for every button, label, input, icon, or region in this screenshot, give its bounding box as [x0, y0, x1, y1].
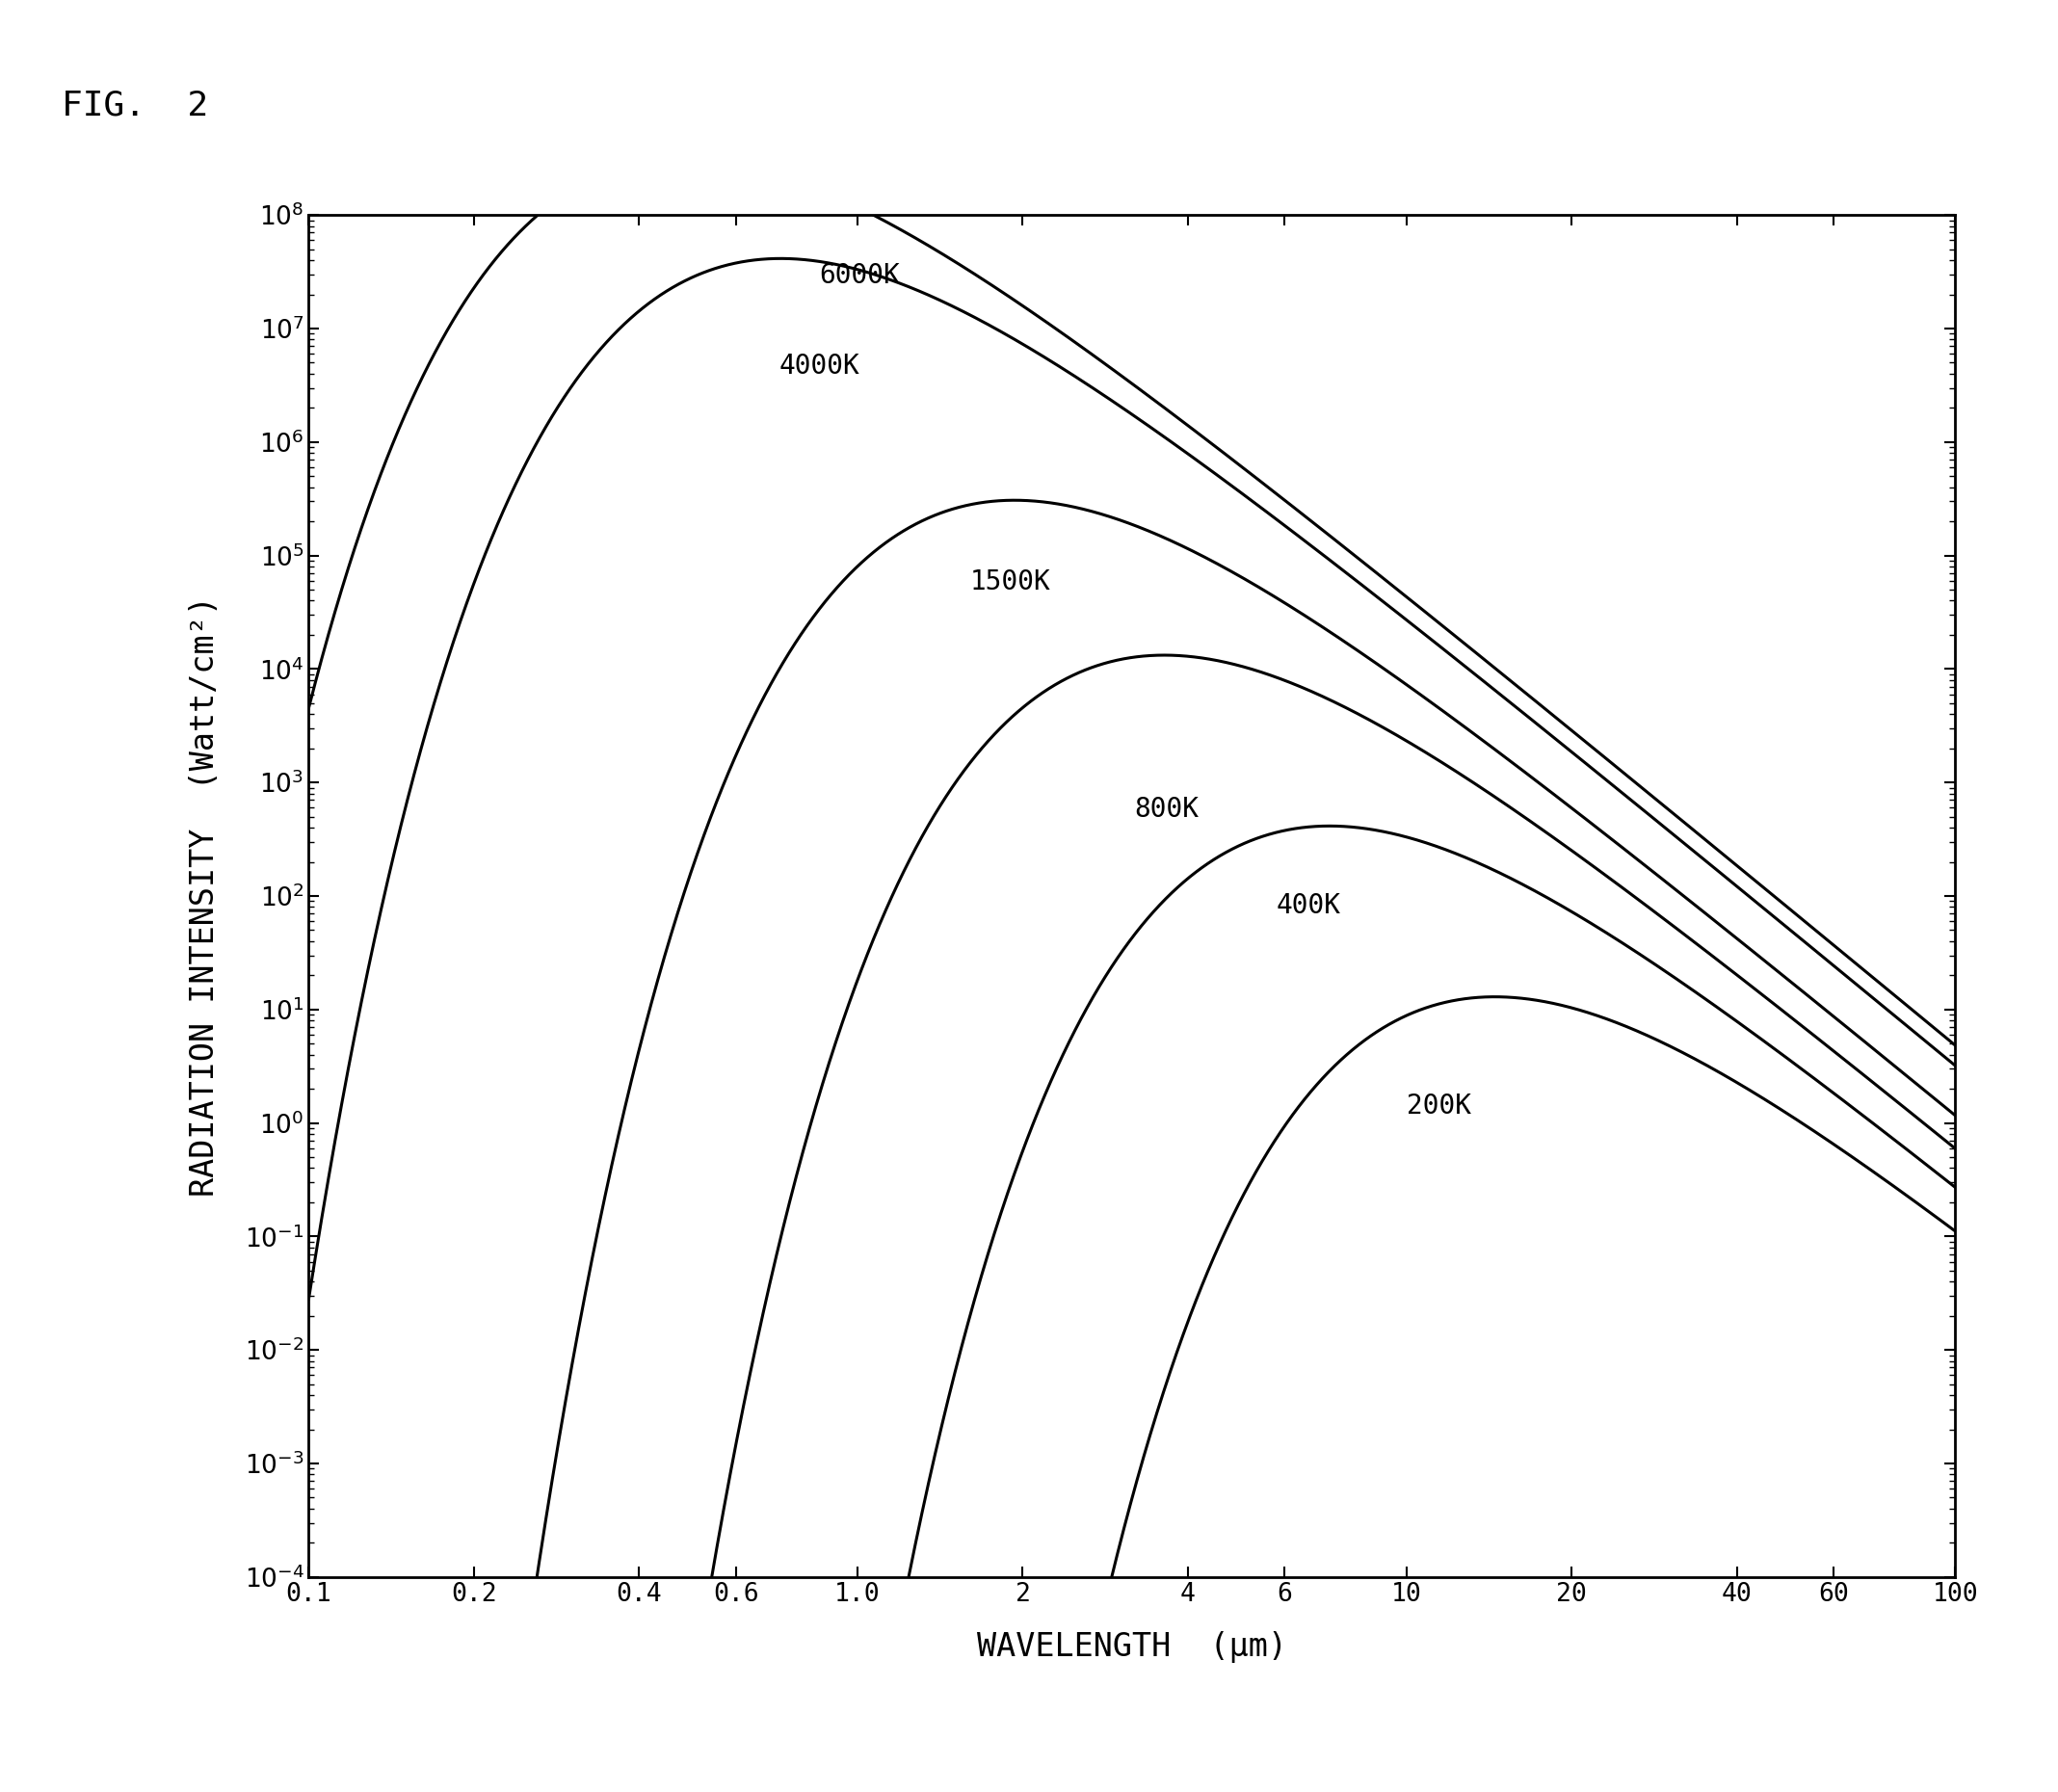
Y-axis label: RADIATION INTENSITY  (Watt/cm²): RADIATION INTENSITY (Watt/cm²) [189, 595, 220, 1197]
Text: 1500K: 1500K [969, 568, 1050, 595]
Text: FIG.  2: FIG. 2 [62, 90, 208, 122]
Text: 400K: 400K [1276, 892, 1342, 919]
Text: 4000K: 4000K [780, 353, 860, 380]
Text: 6000K: 6000K [819, 262, 899, 289]
Text: 800K: 800K [1134, 796, 1200, 823]
X-axis label: WAVELENGTH  (μm): WAVELENGTH (μm) [978, 1631, 1286, 1663]
Text: 200K: 200K [1406, 1093, 1471, 1120]
